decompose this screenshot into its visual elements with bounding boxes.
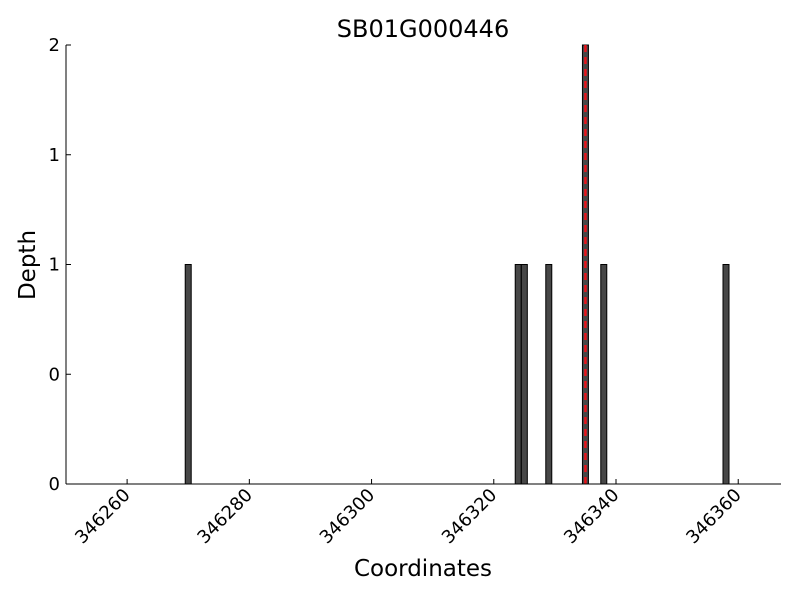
x-axis-title: Coordinates	[354, 556, 492, 582]
y-tick-label: 1	[49, 255, 60, 276]
bars-layer	[184, 44, 730, 485]
x-tick-label: 346280	[193, 485, 256, 548]
axes	[65, 45, 781, 485]
x-tick-label: 346360	[682, 485, 745, 548]
bar-346325	[520, 264, 528, 485]
bar-346324	[514, 264, 522, 485]
bar-346270	[184, 264, 192, 485]
y-tick-label: 0	[49, 474, 60, 495]
x-tick-label: 346300	[316, 485, 379, 548]
y-tick-label: 1	[49, 145, 60, 166]
chart-title: SB01G000446	[337, 15, 509, 43]
x-tick-label: 346320	[438, 485, 501, 548]
x-tick-label: 346340	[560, 485, 623, 548]
ticks-layer: 0 0 1 1 2 346260 346280 346300 346320 346340 34636…	[49, 35, 746, 548]
bar-346358	[722, 264, 730, 485]
bar-346329	[545, 264, 553, 485]
x-tick-label: 346260	[71, 485, 134, 548]
y-tick-label: 0	[49, 364, 60, 385]
y-tick-label: 2	[49, 35, 60, 56]
y-axis-title: Depth	[15, 230, 41, 300]
bar-346338	[600, 264, 608, 485]
